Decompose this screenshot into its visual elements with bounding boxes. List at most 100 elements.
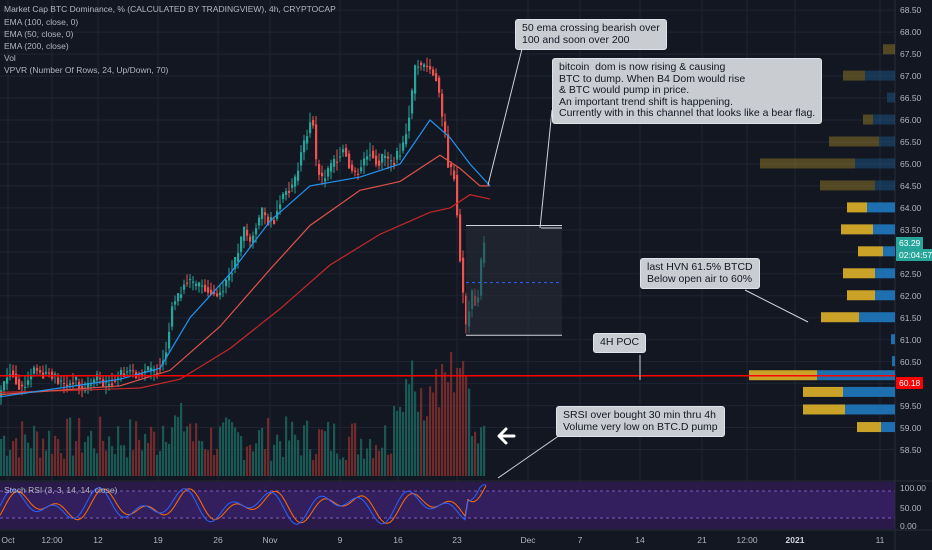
candle-body: [129, 370, 132, 372]
volume-bar: [282, 456, 285, 476]
volume-bar: [408, 384, 411, 476]
candle-body: [165, 352, 168, 359]
chart-title: Market Cap BTC Dominance, % (CALCULATED …: [4, 4, 336, 14]
stoch-band: [0, 491, 895, 518]
candle-body: [120, 370, 123, 376]
candle-body: [396, 151, 399, 160]
time-tick-label: Oct: [1, 535, 15, 545]
price-tick-label: 66.50: [900, 93, 922, 104]
candle-body: [48, 372, 51, 374]
indicator-vol[interactable]: Vol: [4, 53, 16, 63]
volume-bar: [279, 441, 282, 476]
volume-bar: [84, 442, 87, 476]
candle-body: [66, 384, 69, 387]
candle-body: [450, 163, 453, 167]
volume-bar: [255, 443, 258, 476]
indicator-ema200[interactable]: EMA (200, close): [4, 41, 69, 51]
volume-bar: [327, 421, 330, 476]
volume-bar: [369, 439, 372, 476]
candle-body: [93, 379, 96, 383]
vpvr-up-bar: [847, 202, 867, 213]
candle-body: [180, 294, 183, 298]
volume-bar: [225, 417, 228, 476]
volume-bar: [210, 427, 213, 476]
volume-bar: [477, 443, 480, 476]
price-tick-label: 62.50: [900, 268, 922, 279]
time-tick-label: 12:00: [41, 535, 63, 545]
volume-bar: [231, 422, 234, 476]
candle-body: [372, 150, 375, 159]
volume-bar: [435, 369, 438, 476]
candle-body: [45, 372, 48, 374]
indicator-ema100[interactable]: EMA (100, close, 0): [4, 17, 79, 27]
candle-body: [225, 279, 228, 287]
volume-bar: [405, 378, 408, 476]
arrow-left-icon: [497, 427, 516, 445]
price-tick-label: 68.00: [900, 27, 922, 38]
candle-body: [447, 134, 450, 168]
price-tick-label: 64.50: [900, 180, 922, 191]
volume-bar: [33, 425, 36, 476]
volume-bar: [12, 441, 15, 476]
time-tick-label: 16: [393, 535, 403, 545]
volume-bar: [81, 452, 84, 476]
candle-body: [75, 376, 78, 381]
volume-bar: [363, 458, 366, 476]
volume-bar: [288, 440, 291, 476]
candle-body: [297, 170, 300, 181]
price-tick-label: 67.00: [900, 71, 922, 82]
vpvr-down-bar: [892, 356, 895, 367]
candle-body: [384, 155, 387, 159]
indicator-ema50[interactable]: EMA (50, close, 0): [4, 29, 74, 39]
candle-body: [105, 381, 108, 383]
volume-bar: [249, 444, 252, 476]
volume-bar: [99, 416, 102, 476]
candle-body: [381, 154, 384, 163]
price-tick-label: 67.50: [900, 49, 922, 60]
price-tick-label: 59.50: [900, 400, 922, 411]
volume-bar: [276, 434, 279, 476]
vpvr-down-bar: [891, 334, 895, 345]
candle-body: [453, 170, 456, 180]
vpvr-down-bar: [883, 246, 895, 257]
note-hvn[interactable]: last HVN 61.5% BTCD Below open air to 60…: [640, 258, 760, 289]
volume-bar: [384, 425, 387, 476]
note-ema-cross[interactable]: 50 ema crossing bearish over 100 and soo…: [515, 19, 667, 50]
volume-bar: [171, 427, 174, 476]
candle-body: [390, 160, 393, 162]
candle-body: [144, 370, 147, 373]
volume-bar: [45, 450, 48, 476]
vpvr-up-bar: [858, 246, 883, 257]
candle-body: [405, 134, 408, 145]
volume-bar: [240, 436, 243, 476]
volume-bar: [309, 449, 312, 476]
volume-bar: [213, 455, 216, 476]
volume-bar: [219, 426, 222, 476]
volume-bar: [372, 458, 375, 476]
indicator-stoch-rsi[interactable]: Stoch RSI (3, 3, 14, 14, close): [4, 485, 118, 495]
volume-bar: [351, 423, 354, 476]
volume-bar: [144, 433, 147, 476]
volume-bar: [480, 427, 483, 476]
candle-body: [213, 291, 216, 295]
volume-bar: [246, 446, 249, 476]
candle-body: [228, 275, 231, 281]
volume-bar: [321, 429, 324, 476]
volume-bar: [3, 435, 6, 476]
note-srsi[interactable]: SRSI over bought 30 min thru 4h Volume v…: [556, 406, 725, 437]
candle-body: [156, 372, 159, 374]
ema100-line: [0, 154, 490, 396]
vpvr-down-bar: [845, 404, 895, 415]
note-btc-dom[interactable]: bitcoin dom is now rising & causing BTC …: [552, 58, 823, 124]
candle-body: [99, 377, 102, 379]
time-tick-label: 12:00: [736, 535, 758, 545]
price-tick-label: 65.50: [900, 136, 922, 147]
volume-bar: [378, 450, 381, 476]
stoch-k-line: [0, 484, 486, 525]
note-poc[interactable]: 4H POC: [593, 333, 647, 353]
stoch-tick-label: 0.00: [900, 521, 917, 531]
volume-bar: [162, 425, 165, 476]
vpvr-up-bar: [857, 422, 881, 433]
indicator-vpvr[interactable]: VPVR (Number Of Rows, 24, Up/Down, 70): [4, 65, 169, 75]
candle-body: [378, 160, 381, 166]
